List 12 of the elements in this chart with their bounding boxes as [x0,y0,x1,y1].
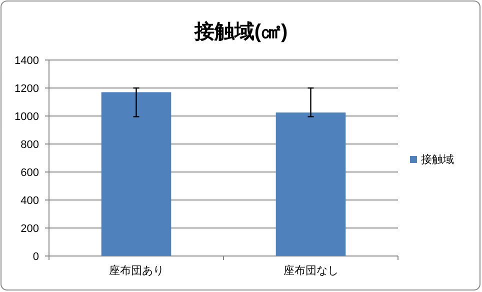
ytick: 400 [20,195,39,207]
ytick: 800 [20,139,39,151]
ytick: 1200 [14,83,39,95]
ytick: 200 [20,223,39,235]
ytick: 0 [32,251,39,263]
ytick: 1000 [14,111,39,123]
title: 接触域(㎠) [194,21,288,43]
legend: 接触域 [421,154,454,166]
xtick: 座布団なし [283,265,338,277]
ytick: 1400 [14,55,39,67]
xtick: 座布団あり [108,265,164,277]
ytick: 600 [20,167,39,179]
